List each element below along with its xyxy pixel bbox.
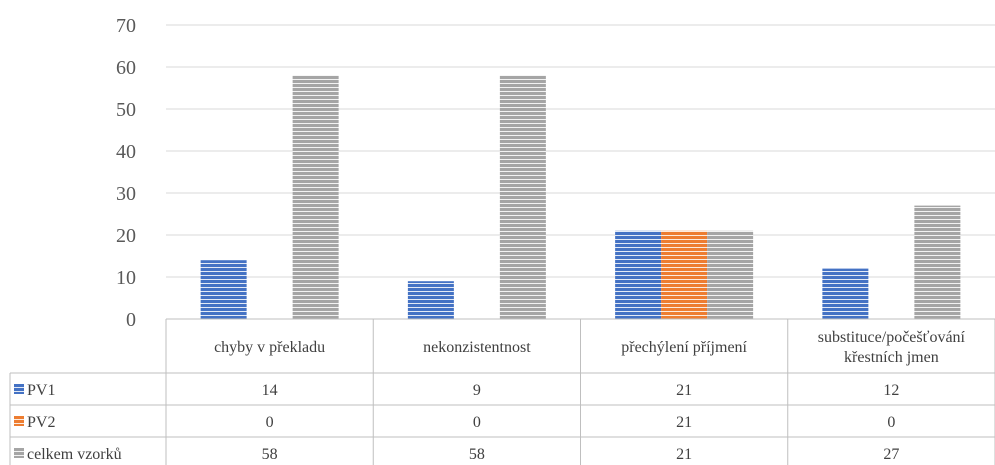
legend-label: PV1 [27, 382, 55, 399]
bar-PV1-2 [615, 230, 662, 319]
gridlines [166, 24, 995, 278]
category-label: přechýlení příjmení [621, 339, 747, 356]
table-cell: 21 [676, 414, 692, 431]
y-tick-label: 0 [126, 309, 136, 331]
legend-swatch [14, 416, 24, 426]
y-tick-label: 30 [116, 183, 136, 205]
bar-celkem-vzorků-1 [499, 75, 546, 320]
table-cell: 58 [262, 446, 278, 463]
y-tick-label: 70 [116, 15, 136, 37]
y-tick-label: 40 [116, 141, 136, 163]
table-cell: 14 [262, 382, 278, 399]
legend-label: celkem vzorků [27, 446, 122, 463]
bar-celkem-vzorků-3 [914, 205, 961, 319]
bars [200, 75, 961, 320]
table-cell: 58 [469, 446, 485, 463]
data-table: chyby v překladu nekonzistentnost přechýle… [9, 318, 995, 465]
y-tick-label: 60 [116, 57, 136, 79]
category-label: nekonzistentnost [423, 339, 531, 356]
table-cell: 0 [473, 414, 481, 431]
legend-swatch [14, 384, 24, 394]
category-label: chyby v překladu [214, 339, 325, 356]
legend-swatch [14, 448, 24, 458]
y-axis: 0 10 20 30 40 50 60 70 [116, 15, 136, 331]
table-cell: 21 [676, 446, 692, 463]
bar-PV1-0 [200, 260, 247, 319]
bar-celkem-vzorků-2 [707, 230, 754, 319]
table-cell: 9 [473, 382, 481, 399]
bar-PV2-2 [661, 230, 708, 319]
table-cell: 12 [883, 382, 899, 399]
table-cell: 0 [266, 414, 274, 431]
table-cell: 21 [676, 382, 692, 399]
table-cell: 27 [883, 446, 899, 463]
category-label: substituce/počešťování [818, 329, 966, 346]
y-tick-label: 10 [116, 267, 136, 289]
category-label: křestních jmen [844, 349, 939, 366]
y-tick-label: 50 [116, 99, 136, 121]
table-cell: 0 [887, 414, 895, 431]
bar-PV1-3 [822, 268, 869, 319]
legend-label: PV2 [27, 414, 55, 431]
bar-celkem-vzorků-0 [292, 75, 339, 320]
bar-PV1-1 [407, 281, 454, 319]
y-tick-label: 20 [116, 225, 136, 247]
